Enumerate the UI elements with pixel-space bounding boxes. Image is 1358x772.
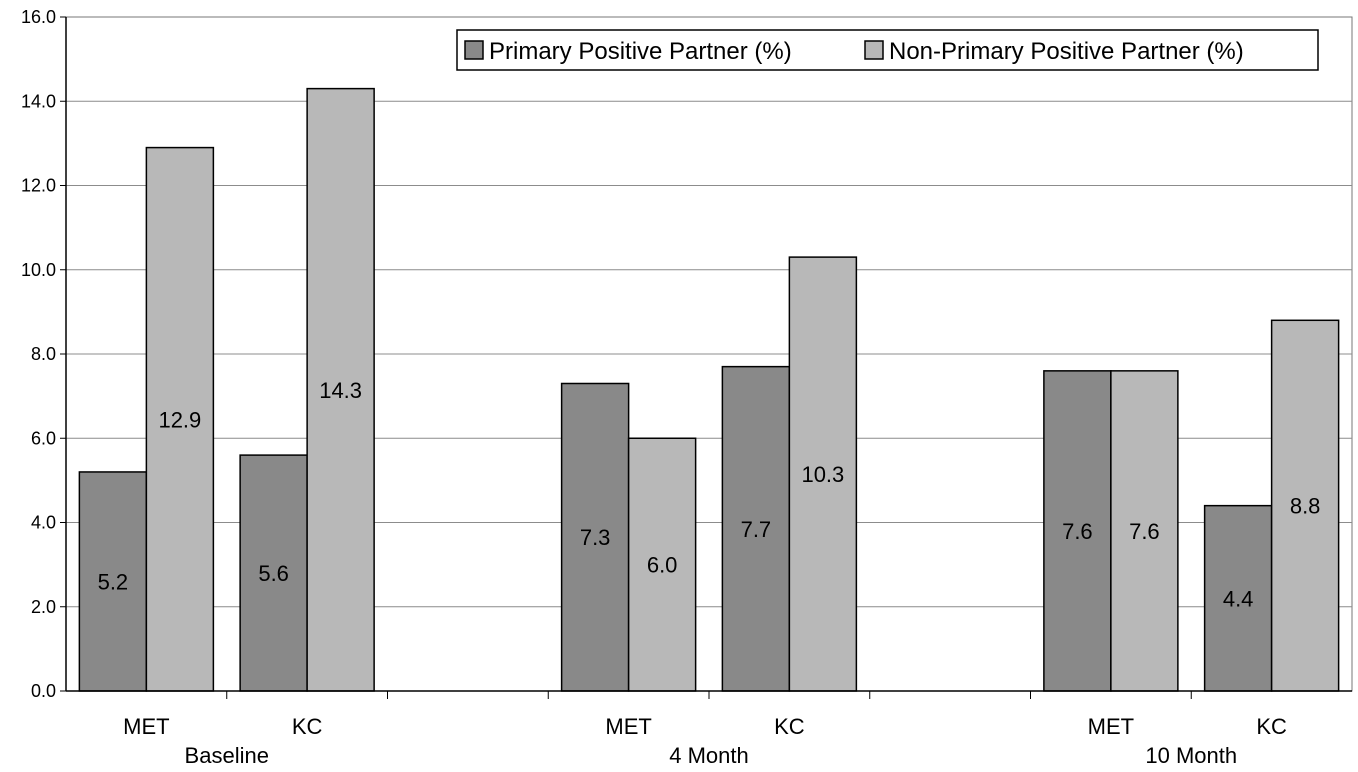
legend-label-non-primary: Non-Primary Positive Partner (%) bbox=[889, 38, 1244, 65]
bar bbox=[627, 437, 697, 692]
bar bbox=[560, 382, 630, 692]
legend: Primary Positive Partner (%) Non-Primary… bbox=[456, 29, 1319, 71]
bar bbox=[1110, 370, 1179, 692]
data-label: 7.3 bbox=[580, 525, 611, 550]
data-label: 6.0 bbox=[647, 553, 678, 578]
y-tick-label: 8.0 bbox=[31, 344, 56, 364]
legend-swatch-primary bbox=[464, 40, 484, 60]
data-label: 7.6 bbox=[1129, 519, 1160, 544]
y-tick-label: 0.0 bbox=[31, 681, 56, 701]
x-tick-label: KC bbox=[1256, 714, 1287, 739]
y-tick-label: 2.0 bbox=[31, 597, 56, 617]
y-tick-label: 14.0 bbox=[21, 91, 56, 111]
x-tick-label: MET bbox=[1088, 714, 1134, 739]
legend-box bbox=[456, 29, 1319, 71]
y-tick-label: 16.0 bbox=[21, 7, 56, 27]
data-label: 5.2 bbox=[98, 569, 129, 594]
bar bbox=[78, 471, 148, 692]
data-label: 5.6 bbox=[258, 561, 289, 586]
bar bbox=[145, 146, 215, 692]
bar bbox=[1270, 319, 1340, 692]
data-label: 4.4 bbox=[1223, 586, 1254, 611]
y-tick-label: 10.0 bbox=[21, 260, 56, 280]
bar bbox=[306, 87, 375, 692]
x-tick-label: KC bbox=[774, 714, 805, 739]
x-tick-label: KC bbox=[292, 714, 323, 739]
bar bbox=[1203, 504, 1273, 692]
bar bbox=[239, 454, 308, 692]
y-tick-label: 6.0 bbox=[31, 428, 56, 448]
bars bbox=[78, 87, 1340, 692]
data-label: 8.8 bbox=[1290, 494, 1321, 519]
labels: 0.0 2.0 4.0 6.0 8.0 10.0 12.0 14.0 16.0 5.2 12.9 ME… bbox=[21, 7, 1320, 768]
group-label: Baseline bbox=[185, 743, 269, 768]
data-label: 7.6 bbox=[1062, 519, 1093, 544]
data-label: 14.3 bbox=[319, 378, 362, 403]
y-tick-label: 12.0 bbox=[21, 176, 56, 196]
x-tick-label: MET bbox=[605, 714, 651, 739]
x-tick-label: MET bbox=[123, 714, 169, 739]
y-tick-label: 4.0 bbox=[31, 513, 56, 533]
data-label: 10.3 bbox=[801, 462, 844, 487]
legend-swatch-non-primary bbox=[864, 40, 884, 60]
group-label: 4 Month bbox=[669, 743, 749, 768]
legend-label-primary: Primary Positive Partner (%) bbox=[489, 38, 792, 65]
axes bbox=[60, 16, 1352, 699]
data-label: 12.9 bbox=[158, 407, 201, 432]
group-label: 10 Month bbox=[1145, 743, 1237, 768]
data-label: 7.7 bbox=[741, 517, 772, 542]
